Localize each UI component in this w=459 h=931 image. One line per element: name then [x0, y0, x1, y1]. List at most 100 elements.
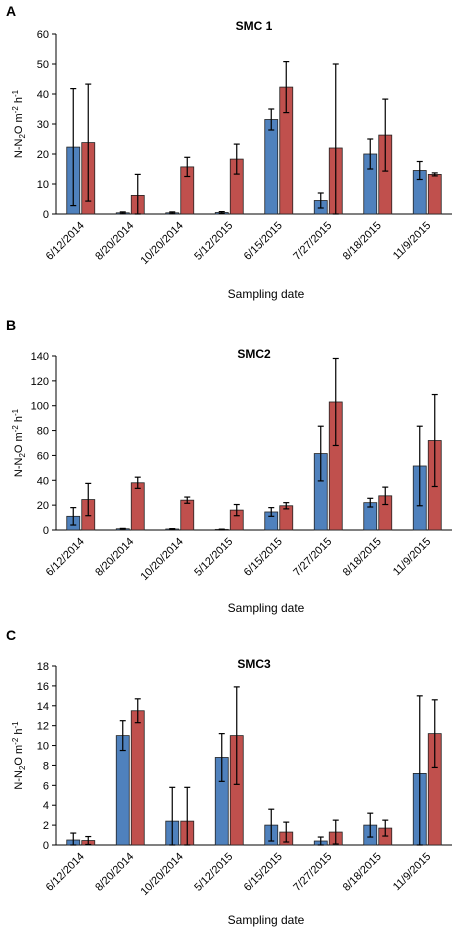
error-bar-series1 — [268, 808, 275, 842]
x-tick-label: 8/20/2014 — [93, 536, 136, 579]
error-bar-series1 — [317, 425, 324, 482]
error-bar-series2 — [85, 482, 92, 517]
y-tick-label: 20 — [37, 500, 49, 512]
x-tick-label: 11/9/2015 — [391, 220, 434, 263]
y-tick-label: 60 — [37, 29, 49, 41]
error-bar-series1 — [268, 108, 275, 131]
y-tick-label: 40 — [37, 89, 49, 101]
chart-panel-a: A SMC 1 N-N2O m-2 h-1 0 10 20 30 40 50 60 6/12/201… — [6, 3, 452, 301]
error-bar-series1 — [317, 836, 324, 846]
error-bar-series2 — [184, 156, 191, 178]
y-tick-label: 0 — [43, 525, 49, 537]
y-tick-label: 16 — [37, 681, 49, 693]
error-bar-series2 — [431, 393, 438, 488]
error-bar-series2 — [134, 698, 141, 724]
chart-panel-b: B SMC2 N-N2O m-2 h-1 0 20 40 60 80 100 120 140 6/12… — [6, 317, 452, 615]
panel-letter: B — [6, 317, 16, 333]
error-bar-series2 — [233, 143, 240, 175]
error-bar-series1 — [416, 425, 423, 507]
error-bar-series2 — [184, 786, 191, 846]
bar-series2 — [130, 482, 145, 531]
chart-title: SMC 1 — [236, 19, 273, 33]
y-tick-label: 100 — [31, 401, 49, 413]
x-tick-label: 5/12/2015 — [192, 851, 235, 894]
x-tick-label: 6/15/2015 — [242, 220, 285, 263]
x-tick-label: 10/20/2014 — [138, 851, 185, 898]
panel-letter: A — [6, 3, 16, 19]
chart-panel-c: C SMC3 N-N2O m-2 h-1 0 2 4 6 8 10 12 14 16 18 6/12/20… — [6, 627, 452, 927]
y-tick-label: 0 — [43, 209, 49, 221]
y-axis-label: N-N2O m-2 h-1 — [11, 408, 27, 477]
error-bar-series2 — [431, 172, 438, 177]
error-bar-series1 — [119, 211, 126, 215]
x-tick-label: 8/18/2015 — [341, 536, 384, 579]
y-tick-label: 80 — [37, 426, 49, 438]
error-bar-series1 — [367, 497, 374, 508]
x-tick-label: 7/27/2015 — [291, 220, 334, 263]
error-bar-series2 — [283, 60, 290, 114]
error-bar-series1 — [169, 528, 176, 530]
x-tick-label: 7/27/2015 — [291, 536, 334, 579]
error-bar-series1 — [416, 695, 423, 846]
error-bar-series2 — [431, 699, 438, 769]
y-tick-label: 4 — [43, 800, 49, 812]
x-tick-label: 6/12/2014 — [44, 220, 87, 263]
x-tick-label: 5/12/2015 — [192, 536, 235, 579]
y-axis-label: N-N2O m-2 h-1 — [11, 721, 27, 790]
error-bar-series1 — [70, 832, 77, 846]
x-tick-label: 8/20/2014 — [93, 220, 136, 263]
chart-title: SMC3 — [237, 657, 271, 671]
error-bar-series2 — [233, 503, 240, 517]
error-bar-series2 — [332, 63, 339, 215]
error-bar-series1 — [119, 527, 126, 530]
error-bar-series1 — [70, 507, 77, 526]
error-bar-series2 — [332, 357, 339, 447]
y-tick-label: 40 — [37, 475, 49, 487]
y-tick-label: 20 — [37, 149, 49, 161]
x-tick-label: 6/15/2015 — [242, 851, 285, 894]
y-tick-label: 60 — [37, 450, 49, 462]
error-bar-series1 — [169, 211, 176, 215]
x-tick-label: 8/20/2014 — [93, 851, 136, 894]
panel-letter: C — [6, 627, 16, 643]
x-axis-label: Sampling date — [228, 287, 305, 301]
x-tick-label: 6/12/2014 — [44, 536, 87, 579]
error-bar-series2 — [283, 821, 290, 843]
x-tick-label: 6/12/2014 — [44, 851, 87, 894]
y-tick-label: 2 — [43, 820, 49, 832]
y-tick-label: 120 — [31, 376, 49, 388]
x-tick-label: 5/12/2015 — [192, 220, 235, 263]
y-tick-label: 50 — [37, 59, 49, 71]
error-bar-series2 — [233, 686, 240, 785]
x-tick-label: 10/20/2014 — [138, 536, 185, 583]
error-bar-series2 — [85, 835, 92, 846]
x-tick-label: 8/18/2015 — [341, 220, 384, 263]
error-bar-series2 — [184, 496, 191, 504]
y-tick-label: 12 — [37, 721, 49, 733]
error-bar-series2 — [85, 83, 92, 202]
x-axis-label: Sampling date — [228, 913, 305, 927]
error-bar-series1 — [70, 87, 77, 207]
y-tick-label: 10 — [37, 179, 49, 191]
chart-title: SMC2 — [237, 347, 271, 361]
error-bar-series2 — [382, 819, 389, 837]
error-bar-series1 — [119, 720, 126, 752]
x-tick-label: 11/9/2015 — [391, 851, 434, 894]
y-tick-label: 0 — [43, 840, 49, 852]
x-axis-label: Sampling date — [228, 601, 305, 615]
error-bar-series1 — [169, 786, 176, 846]
y-tick-label: 18 — [37, 661, 49, 673]
y-tick-label: 8 — [43, 760, 49, 772]
error-bar-series1 — [268, 507, 275, 517]
bar-series2 — [427, 173, 442, 215]
error-bar-series1 — [416, 160, 423, 181]
error-bar-series2 — [382, 98, 389, 172]
y-tick-label: 30 — [37, 119, 49, 131]
y-axis-label: N-N2O m-2 h-1 — [11, 89, 27, 158]
error-bar-series2 — [134, 476, 141, 489]
bar-series2 — [130, 710, 145, 846]
error-bar-series2 — [134, 173, 141, 215]
y-tick-label: 10 — [37, 741, 49, 753]
x-tick-label: 7/27/2015 — [291, 851, 334, 894]
